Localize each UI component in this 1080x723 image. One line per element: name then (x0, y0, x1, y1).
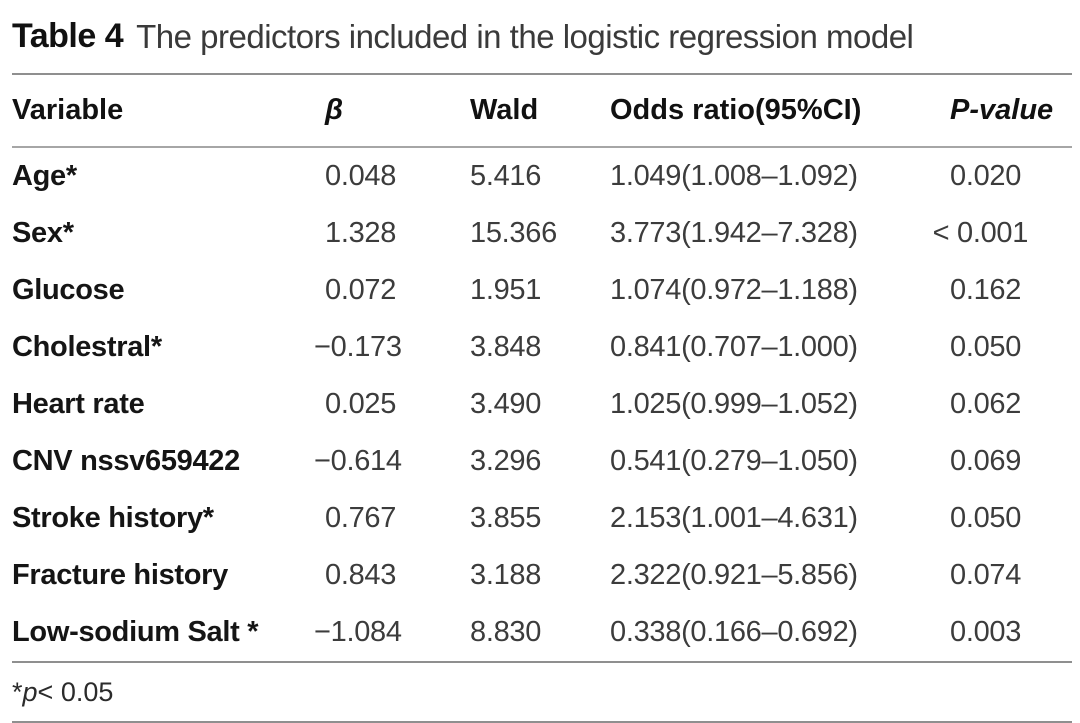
table-row: Heart rate 0.025 3.490 1.025(0.999–1.052) 0.… (12, 376, 1072, 433)
table-row: Stroke history* 0.767 3.855 2.153(1.001–4.6… (12, 490, 1072, 547)
column-header-p-value: P-value (950, 75, 1072, 148)
column-header-wald: Wald (470, 75, 610, 148)
cell-or: 2.322(0.921–5.856) (610, 559, 858, 591)
cell-or: 2.153(1.001–4.631) (610, 502, 858, 534)
cell-beta: 0.072 (325, 274, 397, 306)
cell-wald: 3.855 (470, 502, 542, 534)
cell-beta: −0.614 (313, 445, 402, 477)
cell-variable: Fracture history (12, 559, 228, 591)
cell-p: 0.069 (950, 445, 1022, 477)
table-footnote: * p < 0.05 (12, 663, 1072, 723)
table-row: Cholestral* −0.173 3.848 0.841(0.707–1.000)… (12, 319, 1072, 376)
cell-p: 0.020 (950, 160, 1022, 192)
cell-beta: −1.084 (313, 616, 402, 648)
table-caption: The predictors included in the logistic … (136, 17, 914, 55)
cell-variable: Stroke history* (12, 502, 214, 534)
table-body: Age* 0.048 5.416 1.049(1.008–1.092) 0.020 Sex… (12, 147, 1072, 662)
table-header: Variable β Wald Odds ratio(95%CI) P-valu… (12, 75, 1072, 148)
cell-wald: 15.366 (470, 217, 557, 249)
footnote-text: < 0.05 (37, 676, 114, 707)
table-title: Table 4 The predictors included in the l… (12, 0, 1072, 75)
cell-or: 0.841(0.707–1.000) (610, 331, 858, 363)
cell-wald: 3.848 (470, 331, 542, 363)
table-row: Low-sodium Salt * −1.084 8.830 0.338(0.166–… (12, 604, 1072, 662)
cell-p: 0.050 (950, 502, 1022, 534)
cell-or: 1.074(0.972–1.188) (610, 274, 858, 306)
cell-wald: 5.416 (470, 160, 542, 192)
cell-beta: 0.843 (325, 559, 397, 591)
cell-wald: 3.490 (470, 388, 542, 420)
cell-beta: 0.025 (325, 388, 397, 420)
cell-variable: Sex* (12, 217, 74, 249)
cell-beta: −0.173 (313, 331, 402, 363)
cell-p: 0.062 (950, 388, 1022, 420)
predictors-table: Variable β Wald Odds ratio(95%CI) P-valu… (12, 75, 1072, 663)
table-label: Table 4 (12, 17, 124, 55)
table-row: Glucose 0.072 1.951 1.074(0.972–1.188) 0.162 (12, 262, 1072, 319)
cell-wald: 3.296 (470, 445, 542, 477)
cell-variable: Age* (12, 160, 77, 192)
cell-or: 0.541(0.279–1.050) (610, 445, 858, 477)
cell-p: 0.050 (950, 331, 1022, 363)
cell-beta: 0.767 (325, 502, 397, 534)
cell-variable: Low-sodium Salt * (12, 616, 259, 648)
cell-wald: 3.188 (470, 559, 542, 591)
cell-or: 1.049(1.008–1.092) (610, 160, 858, 192)
cell-p: 0.162 (950, 274, 1022, 306)
cell-beta: 1.328 (325, 217, 397, 249)
cell-or: 1.025(0.999–1.052) (610, 388, 858, 420)
table-row: Age* 0.048 5.416 1.049(1.008–1.092) 0.020 (12, 147, 1072, 205)
cell-or: 3.773(1.942–7.328) (610, 217, 858, 249)
cell-or: 0.338(0.166–0.692) (610, 616, 858, 648)
cell-wald: 8.830 (470, 616, 542, 648)
column-header-beta: β (325, 75, 470, 148)
footnote-star: * (12, 676, 23, 707)
table-row: Sex* 1.328 15.366 3.773(1.942–7.328) < 0.001 (12, 205, 1072, 262)
cell-variable: Heart rate (12, 388, 145, 420)
column-header-variable: Variable (12, 75, 325, 148)
cell-p: 0.074 (950, 559, 1022, 591)
table-row: Fracture history 0.843 3.188 2.322(0.921–5.… (12, 547, 1072, 604)
cell-variable: Cholestral* (12, 331, 162, 363)
cell-wald: 1.951 (470, 274, 542, 306)
cell-p: 0.003 (950, 616, 1022, 648)
table-row: CNV nssv659422 −0.614 3.296 0.541(0.279–1.0… (12, 433, 1072, 490)
cell-variable: CNV nssv659422 (12, 445, 240, 477)
column-header-odds-ratio: Odds ratio(95%CI) (610, 75, 950, 148)
cell-p: < 0.001 (932, 217, 1029, 249)
cell-beta: 0.048 (325, 160, 397, 192)
footnote-p-symbol: p (22, 676, 38, 707)
header-row: Variable β Wald Odds ratio(95%CI) P-valu… (12, 75, 1072, 148)
cell-variable: Glucose (12, 274, 125, 306)
